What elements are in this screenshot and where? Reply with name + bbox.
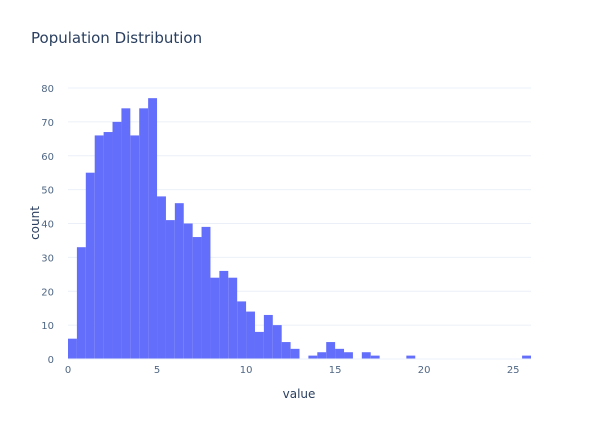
y-tick-label: 80	[41, 84, 54, 95]
x-tick-label: 10	[240, 365, 253, 376]
y-tick-label: 20	[41, 287, 54, 298]
histogram-bar	[121, 108, 131, 359]
histogram-bar	[228, 277, 238, 359]
histogram-bar	[68, 338, 77, 359]
histogram-bar	[370, 355, 380, 359]
histogram-bar	[361, 352, 371, 359]
histogram-bar	[308, 355, 318, 359]
x-tick-label: 15	[329, 365, 342, 376]
histogram-bar	[148, 98, 158, 359]
histogram-bar	[139, 108, 149, 359]
histogram-bar	[76, 247, 86, 359]
y-tick-label: 50	[41, 186, 54, 197]
chart-title: Population Distribution	[31, 29, 203, 47]
histogram-bar	[103, 132, 113, 359]
histogram-bar	[237, 301, 247, 359]
x-tick-label: 25	[507, 365, 520, 376]
histogram-bar	[165, 220, 175, 359]
histogram-bar	[94, 135, 104, 359]
histogram-bar	[317, 352, 327, 359]
x-tick-label: 5	[154, 365, 160, 376]
histogram-bar	[174, 203, 184, 359]
histogram-bar	[183, 223, 193, 359]
histogram-bar	[201, 226, 211, 359]
histogram-bar	[157, 196, 166, 359]
x-tick-label: 20	[418, 365, 431, 376]
histogram-bar	[344, 352, 353, 359]
histogram-bar	[522, 355, 531, 359]
histogram-bars	[68, 98, 531, 360]
histogram-bar	[130, 135, 140, 359]
histogram-bar	[281, 342, 291, 359]
histogram-bar	[406, 355, 416, 359]
y-tick-label: 70	[41, 118, 54, 129]
histogram-bar	[326, 342, 336, 359]
x-axis-ticks: 0 5 10 15 20 25	[65, 365, 520, 376]
histogram-bar	[263, 314, 273, 359]
histogram-bar	[254, 331, 264, 359]
histogram-bar	[272, 325, 282, 359]
gridlines	[68, 87, 531, 326]
histogram-bar	[112, 121, 122, 359]
histogram-bar	[335, 348, 345, 359]
y-axis-title: count	[28, 206, 42, 240]
histogram-bar	[85, 172, 95, 359]
histogram-bar	[210, 277, 220, 359]
y-tick-label: 60	[41, 152, 54, 163]
histogram-bar	[219, 270, 229, 359]
histogram-bar	[192, 237, 202, 359]
x-tick-label: 0	[65, 365, 71, 376]
y-tick-label: 40	[41, 220, 54, 231]
y-tick-label: 10	[41, 321, 54, 332]
histogram-bar	[246, 311, 255, 359]
y-tick-label: 0	[48, 355, 54, 366]
y-tick-label: 30	[41, 253, 54, 264]
y-axis-ticks: 0 10 20 30 40 50 60 70 80	[41, 84, 54, 366]
histogram-bar	[290, 348, 300, 359]
x-axis-title: value	[283, 387, 316, 401]
